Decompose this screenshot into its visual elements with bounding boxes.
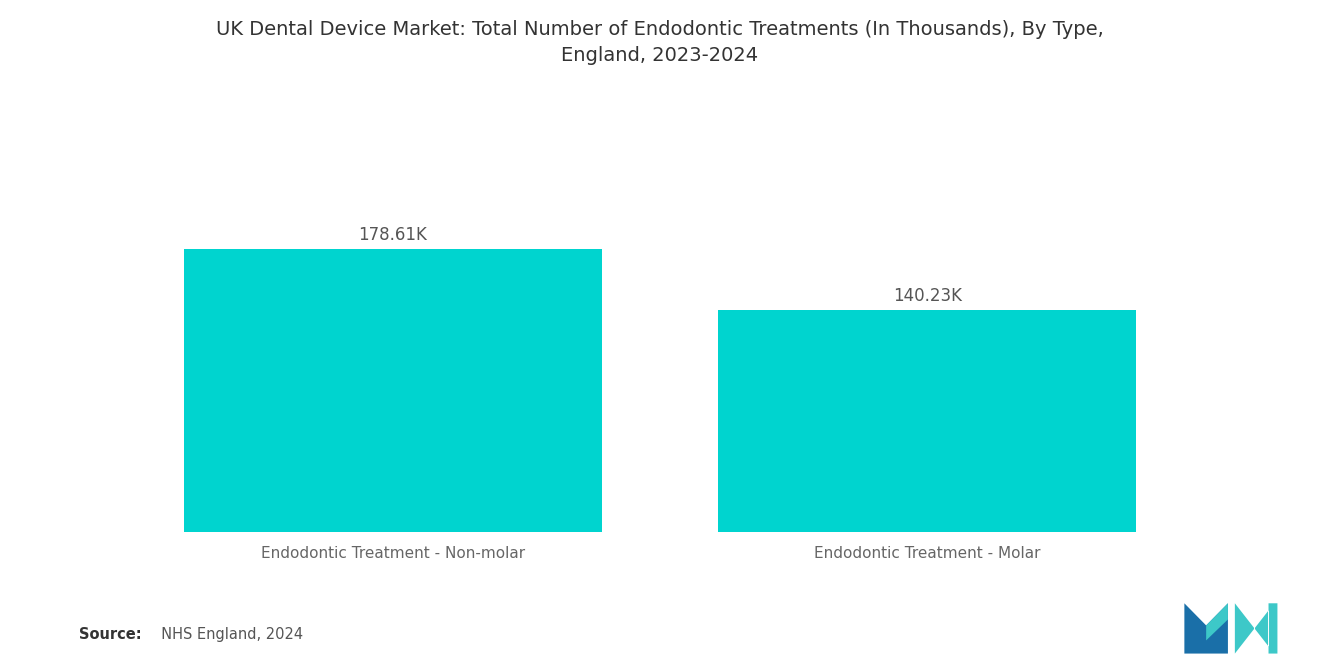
Polygon shape xyxy=(1184,603,1228,654)
Bar xyxy=(183,249,602,532)
Text: 178.61K: 178.61K xyxy=(359,226,428,244)
Bar xyxy=(718,310,1137,532)
Polygon shape xyxy=(1234,603,1278,654)
Text: UK Dental Device Market: Total Number of Endodontic Treatments (In Thousands), B: UK Dental Device Market: Total Number of… xyxy=(216,20,1104,65)
Text: NHS England, 2024: NHS England, 2024 xyxy=(152,626,302,642)
Text: 140.23K: 140.23K xyxy=(892,287,962,305)
Text: Source:: Source: xyxy=(79,626,141,642)
Polygon shape xyxy=(1206,603,1228,640)
